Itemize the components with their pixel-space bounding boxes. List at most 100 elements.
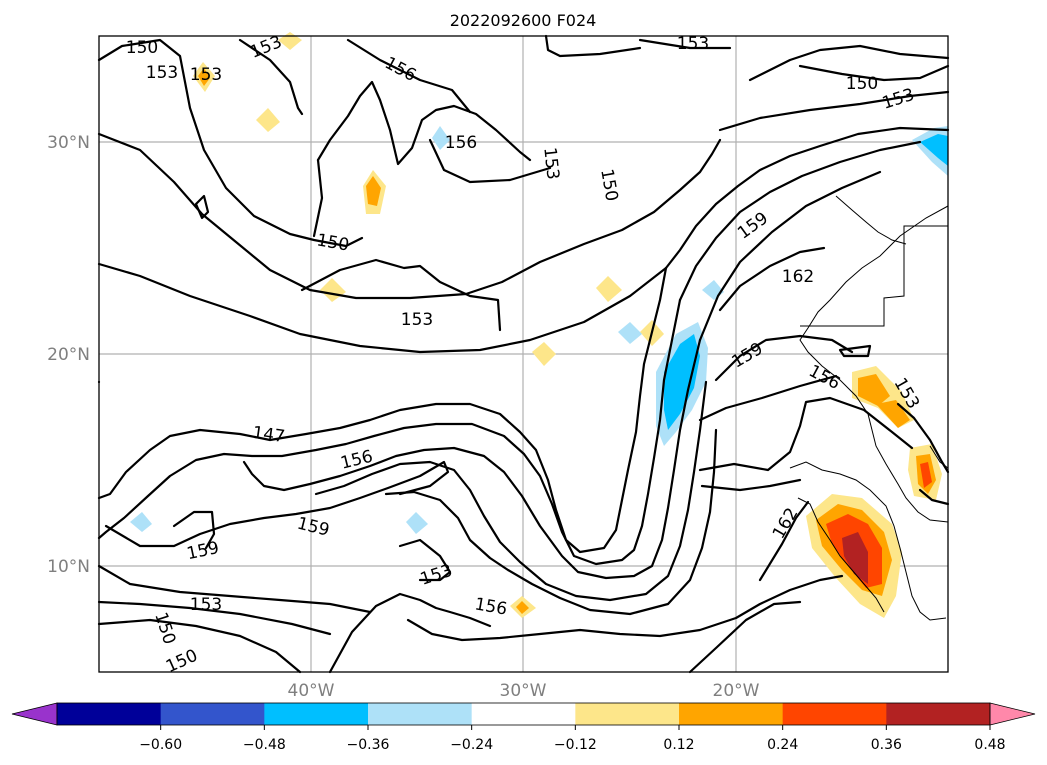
- colorbar-swatch: [679, 703, 784, 725]
- contour-153-east: [896, 402, 950, 474]
- colorbar-swatch: [368, 703, 473, 725]
- contour-156-loop-2: [314, 380, 708, 602]
- colorbar-swatch: [57, 703, 162, 725]
- colorbar-tick-label: 0.36: [871, 737, 902, 753]
- colorbar-tick-label: −0.24: [450, 737, 493, 753]
- contour-153-loop: [384, 428, 718, 616]
- coastline-south-2: [797, 497, 885, 613]
- figure-title: 2022092600 F024: [450, 11, 597, 30]
- contour-159-east-2: [698, 396, 914, 472]
- colorbar-tick-label: 0.48: [974, 737, 1005, 753]
- contour-label: 153: [146, 63, 178, 83]
- contour-153-northeast: [748, 44, 950, 82]
- negative-area-band-core: [664, 334, 700, 430]
- contour-153-top: [238, 38, 304, 116]
- positive-area-central-america-max: [842, 532, 868, 584]
- contour-153-south-3: [688, 600, 802, 674]
- contour-label: 147: [251, 423, 286, 447]
- contour-156-north: [316, 80, 532, 166]
- positive-area-east-high: [920, 462, 932, 488]
- contour-156-loop: [97, 298, 682, 566]
- contour-156-lower: [428, 138, 552, 184]
- contour-153-south-2: [97, 600, 332, 636]
- colorbar-frame: [56, 702, 991, 726]
- contour-150-south: [97, 618, 302, 674]
- positive-spot-2-core: [198, 68, 210, 86]
- contour-150-top-right: [798, 64, 950, 82]
- contour-label: 153: [677, 34, 709, 54]
- contour-label: 153: [539, 146, 562, 180]
- lat-label-20n: 20°N: [47, 345, 90, 365]
- contour-159-small: [172, 510, 216, 550]
- coastline-north: [835, 195, 907, 245]
- contour-156-south: [328, 592, 492, 674]
- contour-156-top: [346, 38, 472, 114]
- negative-spot-1: [618, 322, 642, 344]
- contour-label: 150: [846, 74, 878, 94]
- coastlines: [789, 195, 949, 621]
- contour-150-mid: [97, 262, 668, 354]
- map-panel: 150 153 153 153 153 156 156 150 153 150 …: [97, 32, 950, 677]
- shaded-fields: [130, 32, 948, 618]
- colorbar-swatch: [264, 703, 369, 725]
- colorbar-tick-label: 0.12: [663, 737, 694, 753]
- contour-150-north-left: [312, 158, 324, 238]
- positive-spot-gulf-edge: [876, 400, 910, 428]
- positive-spot-5: [596, 276, 622, 302]
- negative-area-northeast-core: [920, 134, 948, 166]
- colorbar-tick-label: 0.24: [767, 737, 798, 753]
- colorbar-tick-label: −0.12: [554, 737, 597, 753]
- positive-spot-3: [256, 108, 280, 132]
- contour-label: 162: [782, 267, 814, 287]
- negative-spot-5: [406, 512, 428, 534]
- contour-156-northeast-band: [664, 126, 950, 270]
- border-line: [800, 225, 948, 327]
- coastline-south-1: [789, 461, 947, 621]
- lon-label-30w: 30°W: [500, 681, 547, 701]
- contour-156-south-2: [406, 574, 844, 642]
- contour-159-east: [714, 334, 854, 382]
- contour-small-loop-east: [838, 344, 872, 358]
- coastline-africa-like: [799, 205, 949, 523]
- colorbar-swatch: [160, 703, 265, 725]
- negative-spot-3: [432, 126, 450, 150]
- contour-label: 153: [401, 310, 433, 330]
- colorbar-extend-low: [11, 702, 58, 726]
- contour-147-loop: [97, 266, 668, 554]
- colorbar-tick-label: −0.60: [139, 737, 182, 753]
- positive-spot-1-core: [366, 176, 381, 206]
- contour-lines: [97, 34, 950, 674]
- positive-area-gulf-mid: [858, 374, 890, 406]
- contour-160-east: [700, 478, 802, 492]
- lat-label-10n: 10°N: [47, 557, 90, 577]
- colorbar: −0.60 −0.48 −0.36 −0.24 −0.12 0.12 0.24 0.36 0.4…: [11, 702, 1036, 753]
- colorbar-swatch: [575, 703, 680, 725]
- contour-label: 150: [126, 38, 158, 58]
- contour-159-inner: [104, 460, 450, 548]
- contour-153-top-right: [638, 38, 732, 50]
- contour-162-inner: [718, 246, 826, 312]
- contour-150-north: [97, 38, 364, 248]
- negative-spot-4: [130, 512, 152, 532]
- contour-156-east: [698, 374, 838, 422]
- positive-spot-6: [532, 342, 556, 366]
- contour-153-northeast-2: [718, 90, 950, 132]
- contour-150-east: [918, 488, 950, 506]
- longitude-labels: 40°W 30°W 20°W: [288, 681, 760, 701]
- contour-162-band: [698, 170, 882, 342]
- latitude-labels: 30°N 20°N 10°N: [47, 133, 90, 577]
- colorbar-swatch: [471, 703, 576, 725]
- contour-162-south: [758, 500, 810, 582]
- contour-153-center-top: [544, 34, 642, 58]
- contour-153-lobe: [300, 258, 502, 332]
- contour-small-loop-west: [194, 194, 210, 220]
- map-frame: [98, 35, 949, 673]
- lat-label-30n: 30°N: [47, 133, 90, 153]
- lon-label-20w: 20°W: [713, 681, 760, 701]
- colorbar-tick-label: −0.36: [347, 737, 390, 753]
- contour-label: 153: [190, 595, 222, 615]
- contour-153-small-loop: [398, 538, 452, 582]
- contour-label: 156: [445, 133, 477, 153]
- colorbar-swatch: [782, 703, 887, 725]
